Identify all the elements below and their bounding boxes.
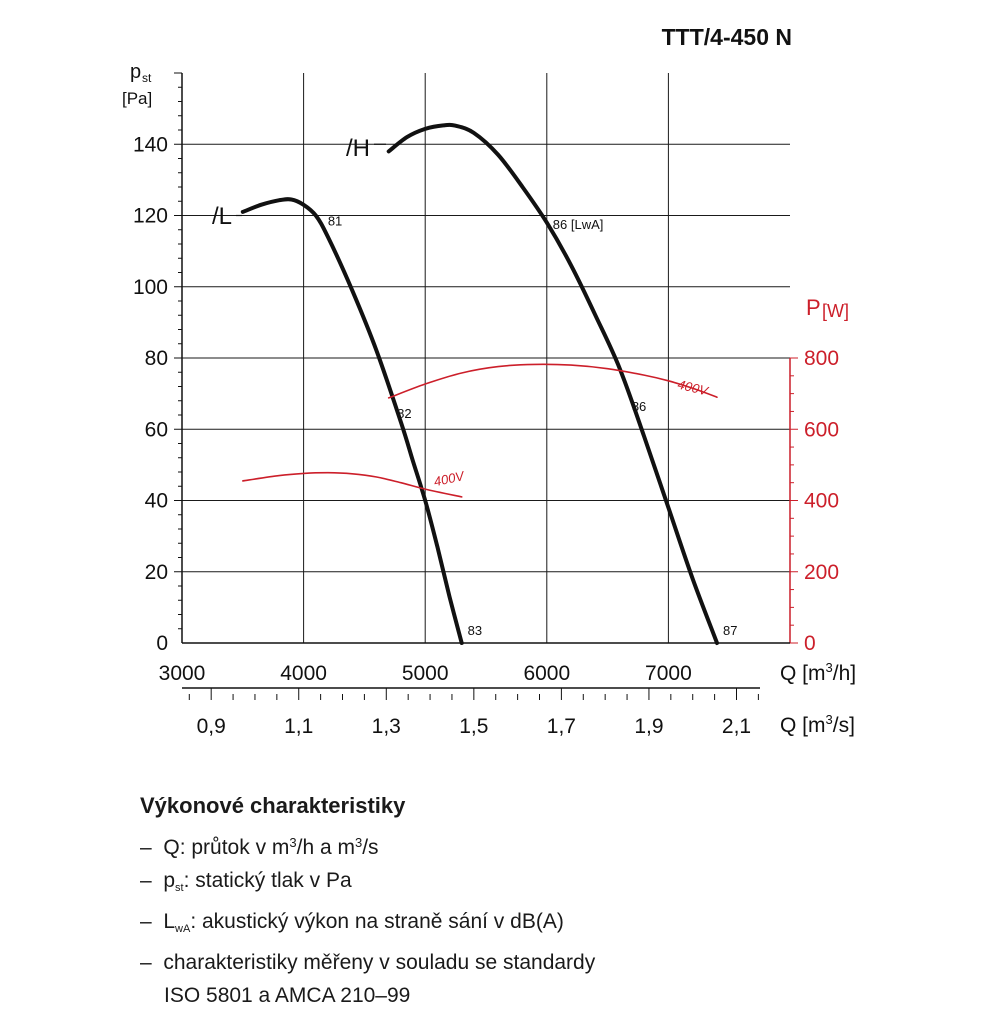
- curve-tag-high: /H: [346, 135, 370, 162]
- y2-tick-label: 400: [804, 490, 839, 513]
- y-tick-label: 20: [145, 561, 168, 584]
- legend-description: Výkonové charakteristiky – Q: průtok v m…: [140, 790, 960, 1012]
- y-axis-title-unit: [Pa]: [122, 89, 152, 108]
- y2-tick-label: 800: [804, 347, 839, 370]
- x2-tick-label: 1,7: [547, 715, 576, 738]
- series-layer: 81 82 83 86 [LwA] 86 87/L/H 400V 400V: [212, 122, 738, 645]
- x-tick-label: 4000: [280, 662, 327, 685]
- noise-label: 81: [328, 214, 342, 229]
- y-tick-label: 0: [156, 632, 168, 655]
- y-axis-title-main: p: [130, 61, 141, 83]
- y2-axis-title-main: P: [806, 295, 821, 320]
- y2-tick-label: 0: [804, 632, 816, 655]
- legend-title: Výkonové charakteristiky: [140, 793, 406, 818]
- performance-chart: TTT/4-450 N 0 20 40 60 80 100 120 140 0 200 400 60…: [122, 24, 856, 738]
- x2-tick-label: 1,5: [459, 715, 488, 738]
- x2-tick-label: 1,9: [634, 715, 663, 738]
- noise-label: 83: [468, 623, 482, 638]
- y-tick-label: 80: [145, 347, 168, 370]
- legend-line-standards-cont: ISO 5801 a AMCA 210–99: [164, 984, 411, 1007]
- pressure-curve-low: [240, 197, 464, 645]
- left-axis: 0 20 40 60 80 100 120 140: [133, 72, 183, 655]
- x-axis-title: Q [m3/h]: [780, 660, 856, 685]
- curve-tag-low: /L: [212, 203, 232, 230]
- noise-label: 87: [723, 623, 737, 638]
- y2-axis-title-unit: [W]: [822, 301, 849, 321]
- power-label-high: 400V: [676, 377, 710, 399]
- x2-axis-title: Q [m3/s]: [780, 712, 855, 737]
- x2-tick-label: 1,3: [372, 715, 401, 738]
- y-tick-label: 140: [133, 133, 168, 156]
- y2-tick-label: 600: [804, 418, 839, 441]
- y-tick-label: 60: [145, 418, 168, 441]
- grid-lines: [182, 73, 790, 643]
- y-axis-title: p st [Pa]: [122, 61, 152, 108]
- x-tick-label: 6000: [523, 662, 570, 685]
- y2-axis-title: P [W]: [806, 295, 849, 321]
- y-tick-label: 120: [133, 205, 168, 228]
- x2-tick-label: 1,1: [284, 715, 313, 738]
- y-tick-label: 40: [145, 490, 168, 513]
- x2-tick-label: 0,9: [197, 715, 226, 738]
- bottom-axis: 3000 4000 5000 6000 7000: [159, 642, 790, 689]
- noise-label: 82: [397, 406, 411, 421]
- pressure-curve-high: [386, 122, 719, 645]
- y2-tick-label: 200: [804, 561, 839, 584]
- noise-label: 86 [LwA]: [553, 217, 604, 232]
- right-axis: 0 200 400 600 800: [789, 347, 839, 655]
- power-curve: [387, 363, 718, 399]
- x-tick-label: 7000: [645, 662, 692, 685]
- legend-line-flow: – Q: průtok v m3/h a m3/s: [140, 835, 379, 859]
- secondary-bottom-axis: 0,9 1,1 1,3 1,5 1,7 1,9 2,1: [188, 688, 759, 738]
- y-axis-title-sub: st: [142, 71, 152, 85]
- chart-title: TTT/4-450 N: [662, 24, 792, 50]
- x-tick-label: 3000: [159, 662, 206, 685]
- x2-tick-label: 2,1: [722, 715, 751, 738]
- noise-label: 86: [632, 399, 646, 414]
- x-tick-label: 5000: [402, 662, 449, 685]
- legend-line-pressure: – pst: statický tlak v Pa: [140, 869, 352, 894]
- power-label-low: 400V: [432, 468, 466, 489]
- legend-line-standards: – charakteristiky měřeny v souladu se st…: [140, 951, 596, 974]
- power-curve: [242, 471, 463, 498]
- y-tick-label: 100: [133, 276, 168, 299]
- legend-line-acoustic: – LwA: akustický výkon na straně sání v …: [140, 910, 564, 935]
